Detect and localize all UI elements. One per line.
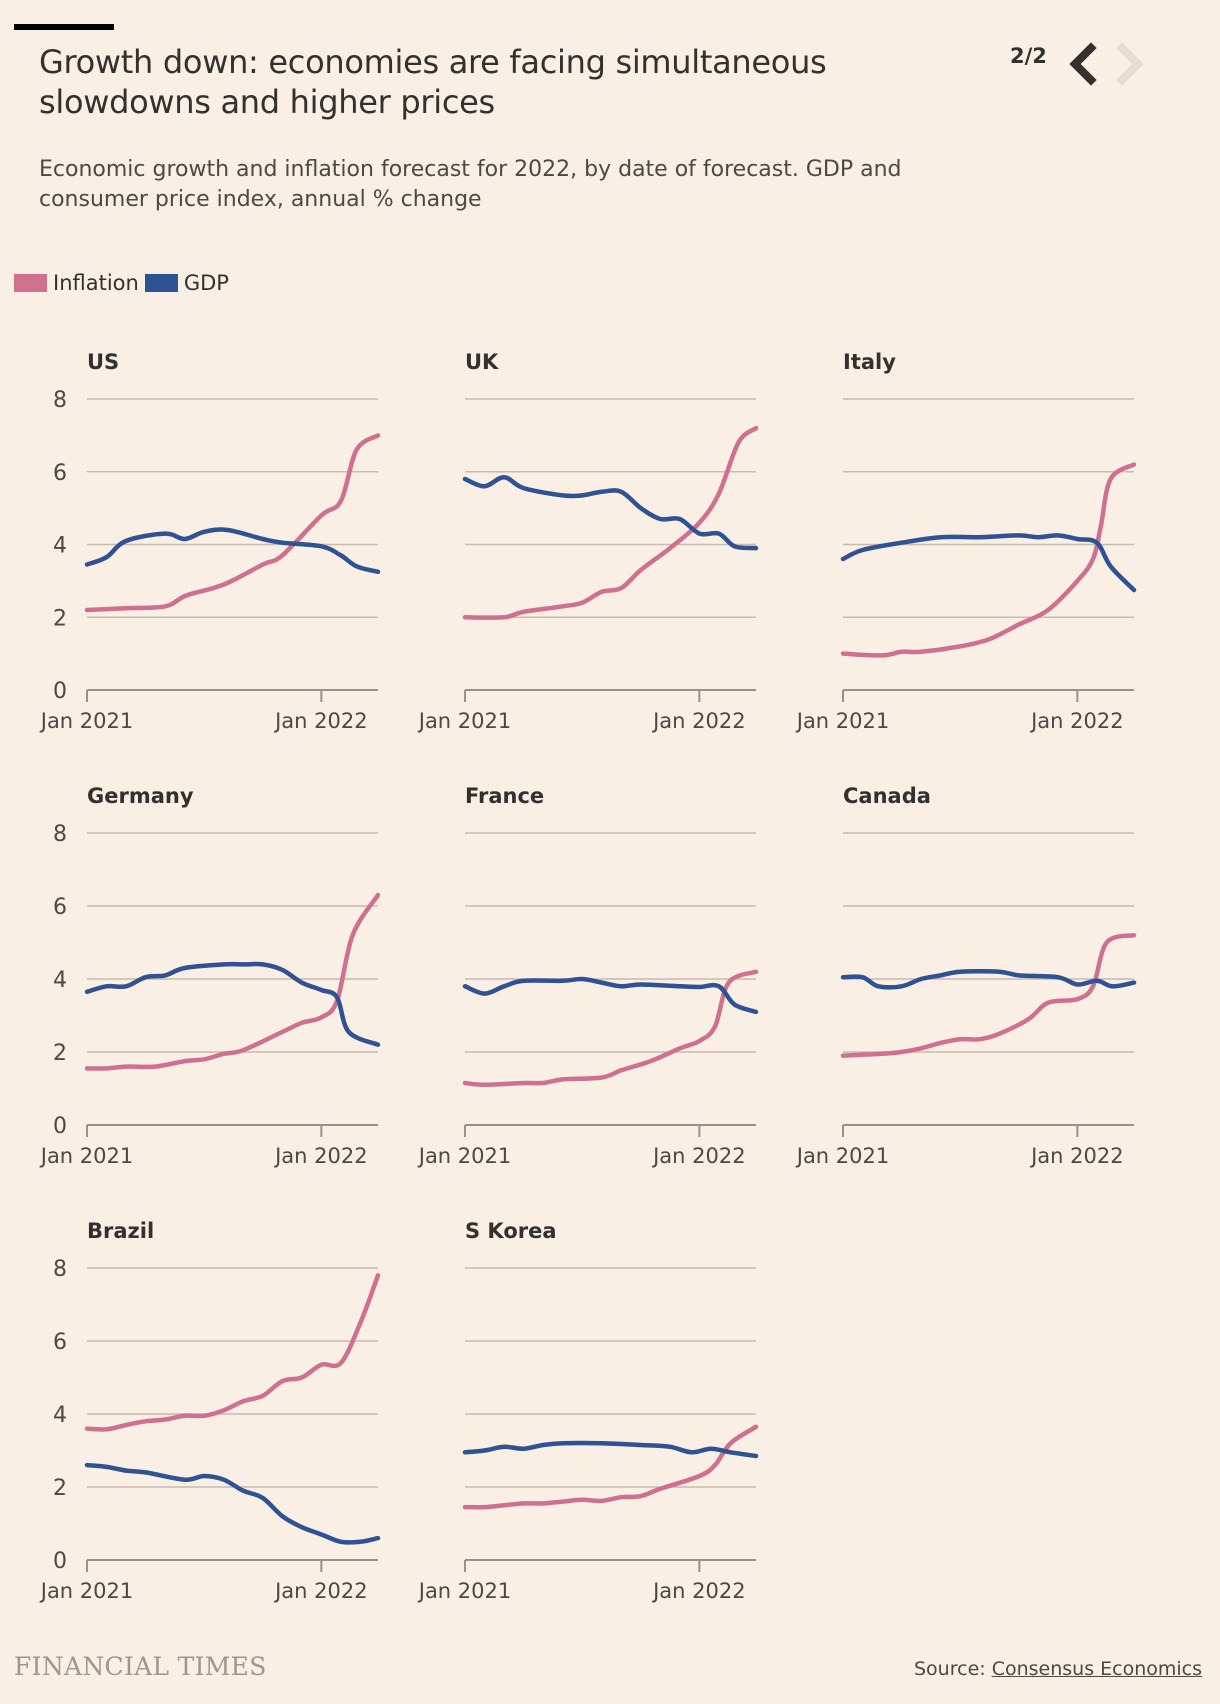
panel-title: US <box>87 350 119 374</box>
brand-top-bar <box>14 24 114 30</box>
legend-swatch-inflation <box>14 274 47 292</box>
series-line-gdp <box>462 1440 759 1459</box>
chart-subtitle: Economic growth and inflation forecast f… <box>39 157 902 212</box>
panel-germany: Germany 0 2 4 6 8 Jan 2021 Jan 2022 <box>39 784 381 1168</box>
chevron-left-icon <box>1069 42 1097 86</box>
legend-label: Inflation <box>53 271 139 295</box>
source-prefix: Source: <box>914 1658 992 1680</box>
panel-s-korea: S Korea Jan 2021 Jan 2022 <box>417 1219 759 1603</box>
panel-title: Canada <box>843 784 931 808</box>
y-tick-label: 4 <box>53 534 67 559</box>
x-tick-label: Jan 2022 <box>1029 709 1124 733</box>
chart-title: Growth down: economies are facing simult… <box>39 43 827 121</box>
y-tick-label: 2 <box>53 1476 67 1501</box>
x-tick-label: Jan 2021 <box>795 1144 890 1168</box>
panel-us: US 0 2 4 6 8 Jan 2021 Jan 2022 <box>39 350 381 733</box>
y-tick-label: 4 <box>53 968 67 993</box>
panel-title: Brazil <box>87 1219 154 1243</box>
x-tick-label: Jan 2021 <box>39 1579 134 1603</box>
panel-canada: Canada Jan 2021 Jan 2022 <box>795 784 1137 1168</box>
panel-uk: UK Jan 2021 Jan 2022 <box>417 350 759 733</box>
panel-france: France Jan 2021 Jan 2022 <box>417 784 759 1168</box>
x-tick-label: Jan 2021 <box>39 709 134 733</box>
series-line-inflation <box>84 892 381 1071</box>
y-tick-label: 8 <box>53 822 67 847</box>
panel-italy: Italy Jan 2021 Jan 2022 <box>795 350 1137 733</box>
x-tick-label: Jan 2021 <box>417 709 512 733</box>
x-tick-label: Jan 2021 <box>417 1144 512 1168</box>
legend: Inflation GDP <box>14 271 235 295</box>
series-line-gdp <box>840 969 1137 990</box>
series-line-inflation <box>462 1424 759 1510</box>
y-tick-label: 0 <box>53 1114 67 1139</box>
panel-title: Germany <box>87 784 194 808</box>
x-tick-label: Jan 2021 <box>417 1579 512 1603</box>
series-line-inflation <box>84 433 381 613</box>
y-tick-label: 0 <box>53 1549 67 1574</box>
legend-swatch-gdp <box>144 274 178 292</box>
source-link[interactable]: Consensus Economics <box>991 1658 1203 1680</box>
x-tick-label: Jan 2022 <box>651 1579 746 1603</box>
ft-logo: FINANCIAL TIMES <box>14 1652 267 1681</box>
x-tick-label: Jan 2022 <box>273 709 368 733</box>
series-line-gdp <box>462 474 759 551</box>
panel-title: France <box>465 784 544 808</box>
legend-item-gdp: GDP <box>144 271 229 295</box>
x-tick-label: Jan 2022 <box>1029 1144 1124 1168</box>
series-line-gdp <box>84 527 381 575</box>
series-line-inflation <box>840 932 1137 1058</box>
x-tick-label: Jan 2022 <box>651 709 746 733</box>
x-tick-label: Jan 2022 <box>651 1144 746 1168</box>
panel-title: S Korea <box>465 1219 557 1243</box>
y-tick-label: 2 <box>53 1041 67 1066</box>
y-tick-label: 6 <box>53 1330 67 1355</box>
legend-item-inflation: Inflation <box>14 271 139 295</box>
x-tick-label: Jan 2022 <box>273 1579 368 1603</box>
y-tick-label: 8 <box>53 388 67 413</box>
next-button <box>1112 42 1148 86</box>
panel-brazil: Brazil 0 2 4 6 8 Jan 2021 Jan 2022 <box>39 1219 381 1603</box>
y-tick-label: 2 <box>53 606 67 631</box>
panel-title: UK <box>465 350 499 374</box>
y-tick-label: 8 <box>53 1257 67 1282</box>
series-line-inflation <box>84 1273 381 1432</box>
page-indicator: 2/2 <box>1010 44 1047 68</box>
series-line-gdp <box>462 976 759 1015</box>
series-line-inflation <box>462 425 759 620</box>
series-line-gdp <box>840 533 1137 593</box>
y-tick-label: 4 <box>53 1403 67 1428</box>
chevron-right-icon <box>1116 42 1144 86</box>
previous-button[interactable] <box>1065 42 1101 86</box>
y-tick-label: 6 <box>53 895 67 920</box>
x-tick-label: Jan 2022 <box>273 1144 368 1168</box>
y-tick-label: 0 <box>53 679 67 704</box>
series-line-gdp <box>84 1462 381 1545</box>
series-line-inflation <box>462 969 759 1088</box>
x-tick-label: Jan 2021 <box>39 1144 134 1168</box>
series-line-inflation <box>840 462 1137 658</box>
legend-label: GDP <box>183 271 229 295</box>
panel-title: Italy <box>843 350 896 374</box>
y-tick-label: 6 <box>53 461 67 486</box>
source-note: Source: Consensus Economics <box>914 1658 1202 1680</box>
x-tick-label: Jan 2021 <box>795 709 890 733</box>
series-line-gdp <box>84 961 381 1047</box>
